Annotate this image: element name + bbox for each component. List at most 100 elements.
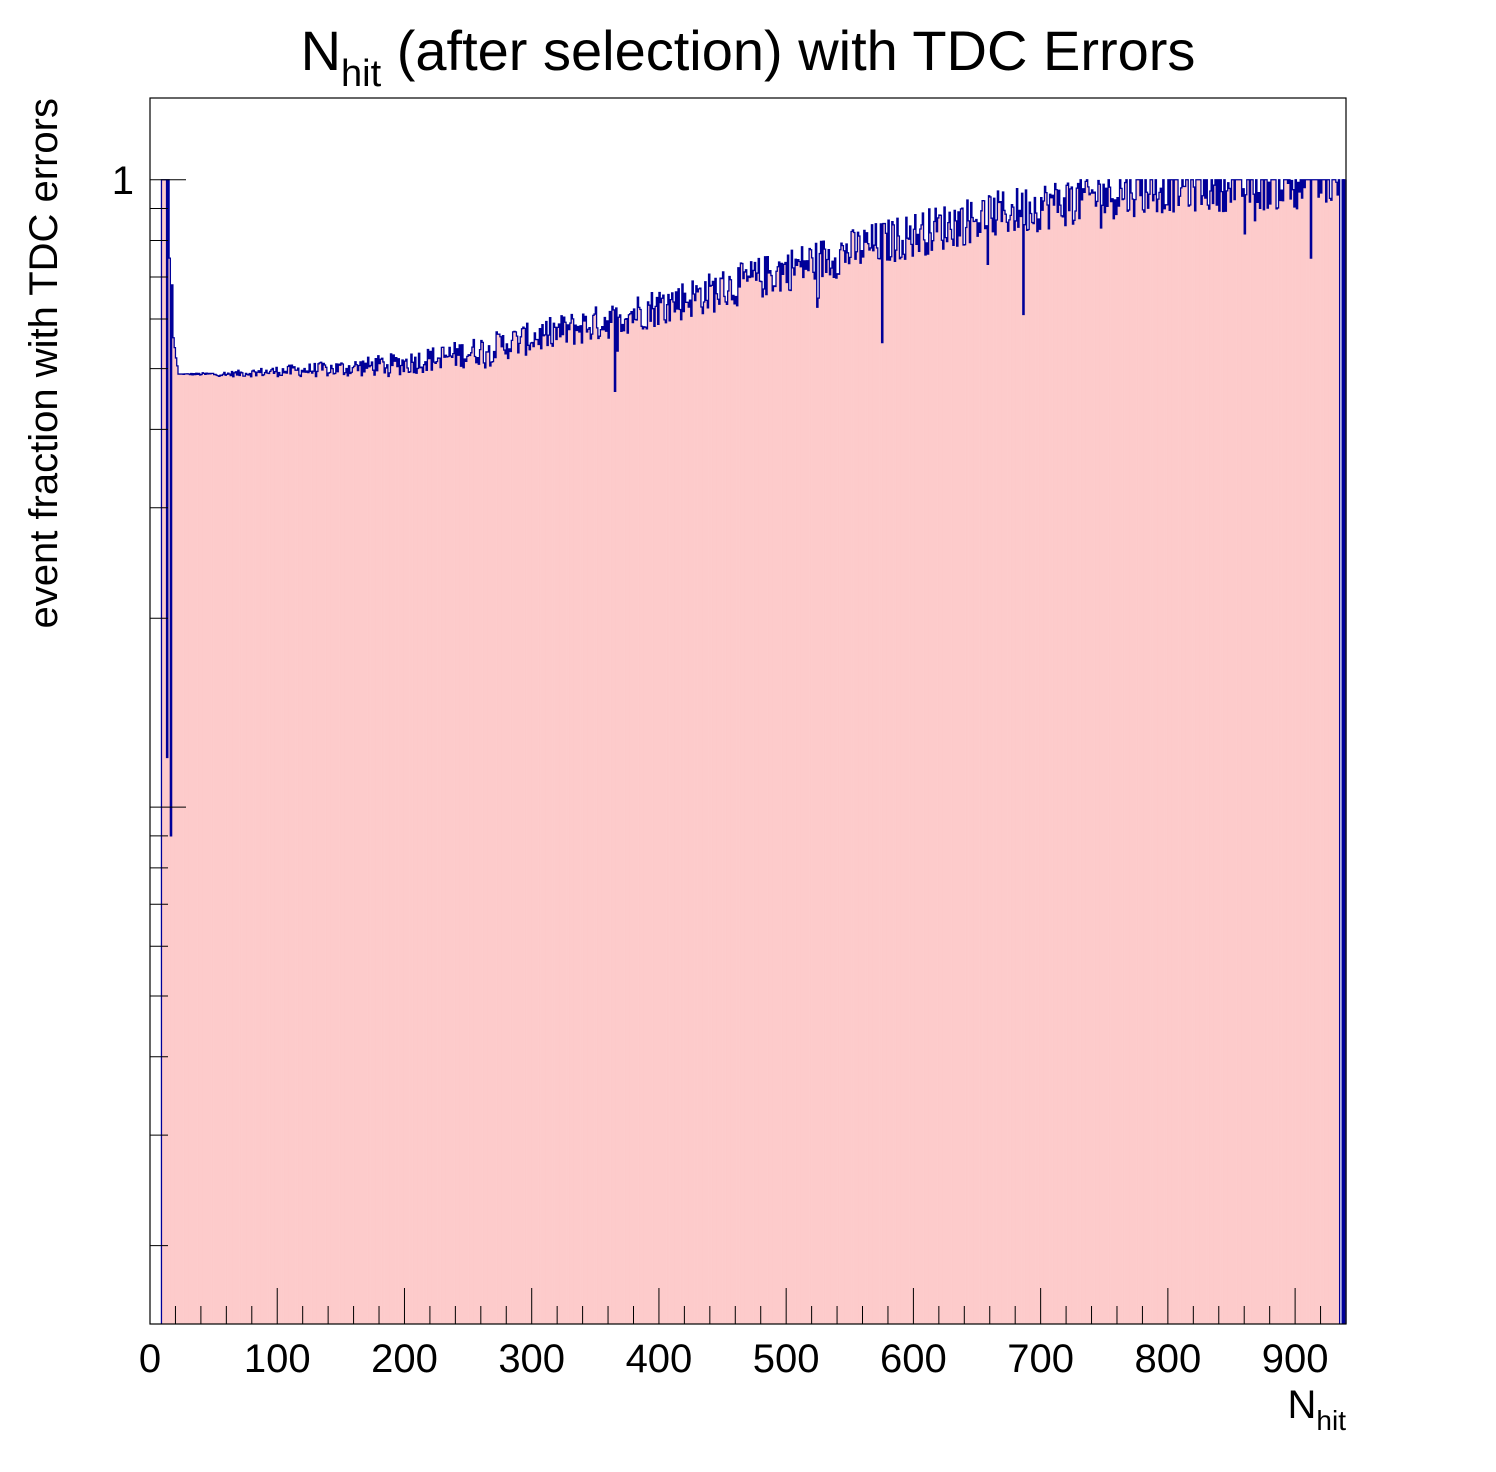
histogram-bar bbox=[457, 355, 460, 1324]
histogram-bar bbox=[899, 258, 902, 1325]
histogram-bar bbox=[974, 221, 977, 1324]
histogram-bar bbox=[861, 250, 863, 1324]
histogram-bar bbox=[1109, 187, 1111, 1325]
histogram-bar bbox=[730, 279, 732, 1324]
histogram-bar bbox=[366, 368, 368, 1324]
histogram-bar bbox=[703, 302, 706, 1324]
histogram-bar bbox=[740, 262, 742, 1325]
histogram-bar bbox=[427, 349, 429, 1324]
histogram-bar bbox=[1086, 179, 1089, 1324]
histogram-bar bbox=[1039, 229, 1041, 1324]
histogram-bar bbox=[1279, 200, 1282, 1325]
histogram-bar bbox=[604, 317, 606, 1324]
histogram-bar bbox=[1307, 179, 1310, 1324]
histogram-bar bbox=[1021, 193, 1024, 1325]
histogram-bar bbox=[295, 370, 297, 1324]
histogram-bar bbox=[344, 372, 347, 1324]
histogram-bar bbox=[928, 208, 931, 1325]
histogram-bar bbox=[1104, 212, 1106, 1325]
histogram-bar bbox=[352, 367, 354, 1324]
histogram-bar bbox=[994, 234, 997, 1324]
histogram-bar bbox=[371, 362, 374, 1324]
histogram-bar bbox=[538, 344, 540, 1324]
x-axis-title-subscript: hit bbox=[1316, 1405, 1346, 1436]
histogram-bar bbox=[543, 335, 545, 1324]
histogram-bar bbox=[1221, 191, 1223, 1325]
histogram-bar bbox=[1287, 183, 1290, 1324]
histogram-bar bbox=[452, 353, 455, 1324]
histogram-bar bbox=[784, 262, 787, 1324]
histogram-bar bbox=[1080, 179, 1082, 1324]
histogram-bar bbox=[405, 359, 408, 1324]
histogram-bar bbox=[286, 373, 288, 1324]
histogram-bar bbox=[601, 326, 604, 1325]
histogram-bar bbox=[557, 327, 559, 1324]
histogram-bar bbox=[1048, 228, 1050, 1324]
histogram-bar bbox=[1016, 188, 1019, 1324]
histogram-bar bbox=[756, 273, 759, 1324]
histogram-bar bbox=[1242, 188, 1245, 1324]
histogram-bar bbox=[372, 370, 375, 1325]
histogram-bar bbox=[1310, 258, 1312, 1324]
histogram-bar bbox=[1050, 197, 1053, 1324]
histogram-bar bbox=[1235, 179, 1237, 1324]
histogram-bar bbox=[1209, 191, 1212, 1324]
histogram-bar bbox=[1108, 179, 1110, 1324]
histogram-bar bbox=[893, 224, 895, 1324]
histogram-bar bbox=[349, 373, 352, 1324]
histogram-bar bbox=[772, 290, 774, 1325]
histogram-bar bbox=[1020, 216, 1022, 1325]
histogram-bar bbox=[1283, 179, 1286, 1324]
histogram-bar bbox=[223, 372, 226, 1324]
histogram-bar bbox=[161, 179, 164, 1324]
histogram-bar bbox=[293, 366, 296, 1324]
histogram-bar bbox=[619, 314, 622, 1324]
histogram-bar bbox=[1207, 205, 1209, 1325]
histogram-bar bbox=[849, 257, 852, 1324]
histogram-bar bbox=[530, 342, 533, 1324]
histogram-bar bbox=[614, 391, 617, 1325]
histogram-bar bbox=[1170, 179, 1173, 1324]
histogram-bar bbox=[207, 374, 209, 1324]
histogram-bar bbox=[482, 342, 484, 1324]
histogram-bar bbox=[261, 375, 264, 1324]
histogram-bar bbox=[492, 361, 494, 1325]
histogram-bar bbox=[1274, 179, 1277, 1324]
histogram-bar bbox=[1319, 179, 1321, 1324]
histogram-bar bbox=[1066, 185, 1068, 1324]
histogram-bar bbox=[949, 212, 951, 1324]
histogram-bar bbox=[361, 375, 363, 1324]
histogram-bar bbox=[1052, 195, 1054, 1324]
histogram-bar bbox=[922, 213, 924, 1324]
histogram-bar bbox=[465, 361, 468, 1324]
histogram-bar bbox=[885, 233, 888, 1325]
histogram-bar bbox=[231, 371, 234, 1325]
histogram-bar bbox=[1153, 194, 1156, 1324]
histogram-bar bbox=[1096, 201, 1099, 1325]
histogram-bar bbox=[340, 363, 343, 1324]
histogram-bar bbox=[1288, 179, 1291, 1324]
x-tick-label: 300 bbox=[498, 1337, 565, 1381]
histogram-bar bbox=[1234, 199, 1236, 1325]
histogram-bar bbox=[460, 366, 463, 1324]
histogram-bar bbox=[863, 230, 866, 1324]
histogram-bar bbox=[504, 353, 507, 1325]
histogram-bar bbox=[1035, 213, 1038, 1324]
histogram-bar bbox=[562, 334, 564, 1324]
histogram-bar bbox=[1337, 194, 1339, 1325]
histogram-bar bbox=[762, 296, 764, 1325]
histogram-bar bbox=[782, 274, 784, 1324]
histogram-bar bbox=[1332, 179, 1334, 1324]
histogram-bar bbox=[708, 274, 711, 1324]
histogram-bar bbox=[966, 199, 969, 1325]
histogram-bar bbox=[915, 244, 918, 1325]
histogram-bar bbox=[311, 373, 314, 1324]
histogram-bar bbox=[858, 236, 861, 1324]
histogram-bar bbox=[256, 372, 259, 1325]
histogram-bar bbox=[1206, 179, 1208, 1324]
histogram-bar bbox=[1277, 207, 1279, 1325]
histogram-bar bbox=[834, 258, 837, 1324]
histogram-bar bbox=[393, 354, 395, 1324]
histogram-bar bbox=[1003, 210, 1006, 1325]
histogram-bar bbox=[895, 250, 898, 1324]
